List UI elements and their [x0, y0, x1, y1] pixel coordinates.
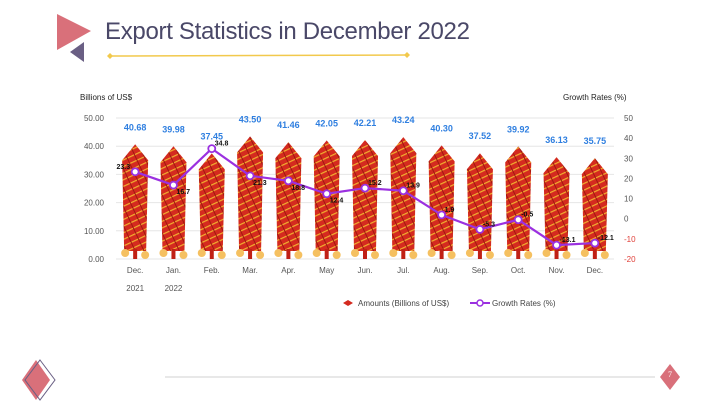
- bar-value-label: 42.21: [354, 118, 377, 128]
- growth-value-label: 21.3: [253, 180, 267, 187]
- growth-point: [283, 176, 293, 186]
- growth-value-label: 15.2: [368, 180, 382, 187]
- bar-firecracker: [504, 146, 533, 259]
- bar-firecracker: [236, 136, 265, 259]
- growth-value-label: 34.8: [215, 141, 229, 148]
- right-tick-label: 40: [624, 134, 633, 143]
- footer-diamond-outline-icon: [24, 359, 56, 401]
- growth-point: [475, 224, 485, 234]
- bar-firecracker: [121, 144, 150, 259]
- bar-value-label: 36.13: [545, 135, 568, 145]
- growth-value-label: 18.8: [291, 185, 305, 192]
- growth-value-label: 1.9: [445, 207, 455, 214]
- bar-value-label: 35.75: [584, 136, 607, 146]
- growth-point: [130, 167, 140, 177]
- growth-value-label: 12.4: [330, 198, 344, 205]
- growth-point: [169, 180, 178, 190]
- x-tick-label: Sep.: [472, 266, 488, 275]
- bar-value-label: 43.24: [392, 115, 415, 125]
- x-tick-sublabel: 2022: [165, 284, 183, 293]
- page-title: Export Statistics in December 2022: [105, 18, 470, 45]
- right-axis-title: Growth Rates (%): [563, 93, 627, 102]
- left-tick-label: 50.00: [84, 114, 105, 123]
- x-tick-label: Apr.: [281, 266, 295, 275]
- growth-point: [398, 186, 408, 196]
- growth-value-label: 13.9: [406, 183, 420, 190]
- bar-value-label: 37.45: [201, 131, 224, 141]
- bar-firecracker: [274, 142, 303, 259]
- bar-value-label: 39.98: [162, 124, 185, 134]
- bar-firecracker: [427, 145, 456, 259]
- bar-value-label: 42.05: [315, 118, 338, 128]
- left-tick-label: 10.00: [84, 227, 105, 236]
- left-tick-label: 0.00: [88, 255, 104, 264]
- right-tick-label: -20: [624, 255, 636, 264]
- left-axis-title: Billions of US$: [80, 93, 133, 102]
- x-tick-label: Jun.: [357, 266, 372, 275]
- legend-firecracker-icon: [343, 300, 353, 306]
- bar-value-label: 40.68: [124, 122, 147, 132]
- right-tick-label: 20: [624, 174, 633, 183]
- title-triangle-pink-icon: [57, 14, 91, 50]
- bar-value-label: 39.92: [507, 124, 530, 134]
- title-underline: [109, 54, 408, 57]
- bar-firecracker: [159, 146, 188, 259]
- growth-point: [245, 171, 255, 181]
- x-tick-label: Jan.: [166, 266, 181, 275]
- x-tick-label: May: [319, 266, 334, 275]
- x-tick-sublabel: 2021: [126, 284, 144, 293]
- right-tick-label: 50: [624, 114, 633, 123]
- growth-point: [322, 189, 332, 199]
- page-number: 7: [668, 370, 672, 379]
- bar-firecracker: [465, 153, 494, 259]
- bar-firecracker: [197, 153, 226, 259]
- x-tick-label: Mar.: [242, 266, 258, 275]
- growth-value-label: -0.5: [521, 212, 533, 219]
- x-tick-label: Aug.: [433, 266, 449, 275]
- growth-point: [513, 215, 523, 225]
- bar-firecracker: [580, 158, 609, 259]
- growth-value-label: 16.7: [176, 189, 190, 196]
- x-tick-label: Dec.: [587, 266, 603, 275]
- right-tick-label: 0: [624, 215, 629, 224]
- page-number-diamond: [660, 364, 680, 390]
- bar-value-label: 37.52: [469, 131, 492, 141]
- growth-value-label: -13.1: [560, 237, 576, 244]
- growth-point: [207, 144, 217, 154]
- footer-diamond-pink-icon: [22, 360, 50, 400]
- x-tick-label: Oct.: [511, 266, 526, 275]
- growth-point: [590, 238, 600, 248]
- x-tick-label: Dec.: [127, 266, 143, 275]
- growth-value-label: -12.1: [598, 235, 614, 242]
- x-tick-label: Nov.: [549, 266, 565, 275]
- legend-growth-label: Growth Rates (%): [492, 299, 556, 308]
- right-tick-label: 10: [624, 195, 633, 204]
- growth-value-label: -5.3: [483, 221, 495, 228]
- bar-value-label: 41.46: [277, 120, 300, 130]
- left-tick-label: 20.00: [84, 199, 105, 208]
- x-tick-label: Jul.: [397, 266, 409, 275]
- legend-growth-marker-icon: [476, 299, 484, 307]
- bar-firecracker: [351, 139, 379, 259]
- growth-point: [360, 183, 370, 193]
- growth-value-label: 23.3: [117, 164, 131, 171]
- bar-firecracker: [542, 157, 571, 259]
- growth-point: [552, 240, 561, 250]
- bar-value-label: 40.30: [430, 123, 453, 133]
- title-triangle-purple-icon: [70, 42, 84, 62]
- x-tick-label: Feb.: [204, 266, 220, 275]
- legend-amounts-label: Amounts (Billions of US$): [358, 299, 449, 308]
- growth-point: [437, 210, 447, 220]
- right-tick-label: 30: [624, 154, 633, 163]
- bar-value-label: 43.50: [239, 114, 262, 124]
- left-tick-label: 30.00: [84, 170, 105, 179]
- right-tick-label: -10: [624, 235, 636, 244]
- left-tick-label: 40.00: [84, 142, 105, 151]
